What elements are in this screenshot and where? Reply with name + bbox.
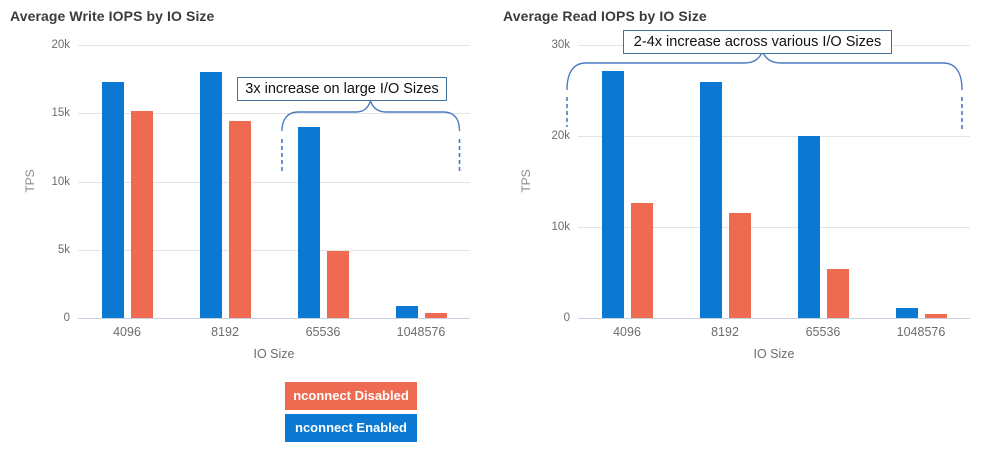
bar-nconnect-disabled-4096[interactable]	[631, 203, 653, 318]
legend: nconnect Disabled nconnect Enabled	[285, 382, 417, 446]
x-axis-baseline	[78, 318, 470, 319]
bar-nconnect-disabled-1048576[interactable]	[425, 313, 447, 318]
y-tick-label: 20k	[551, 130, 570, 142]
y-tick-label: 30k	[551, 39, 570, 51]
bar-nconnect-enabled-1048576[interactable]	[896, 308, 918, 318]
x-tick-label: 65536	[805, 325, 841, 339]
x-tick-label: 4096	[113, 325, 141, 339]
y-axis-title: TPS	[519, 169, 533, 193]
x-axis-baseline	[578, 318, 970, 319]
x-tick-label: 65536	[305, 325, 341, 339]
plot-area-read: 0 10k 20k 30k 4096 8192 65536 1048576	[551, 39, 970, 339]
bar-nconnect-enabled-8192[interactable]	[700, 82, 722, 318]
gridline	[78, 249, 470, 251]
bar-nconnect-disabled-65536[interactable]	[827, 269, 849, 318]
y-tick-label: 20k	[51, 39, 70, 51]
bar-nconnect-disabled-8192[interactable]	[229, 121, 251, 318]
legend-item-nconnect-disabled[interactable]: nconnect Disabled	[285, 382, 417, 410]
bar-nconnect-enabled-8192[interactable]	[200, 72, 222, 318]
x-tick-label: 1048576	[896, 325, 946, 339]
x-axis-title: IO Size	[253, 347, 295, 361]
write-iops-chart: Average Write IOPS by IO Size TPS 0 5k 10k…	[10, 8, 470, 446]
y-tick-label: 15k	[51, 107, 70, 120]
annotation-callout-read: 2-4x increase across various I/O Sizes	[623, 30, 892, 54]
gridline	[578, 227, 970, 228]
y-tick-label: 10k	[551, 221, 570, 233]
x-axis-title: IO Size	[753, 347, 795, 361]
legend-item-nconnect-enabled[interactable]: nconnect Enabled	[285, 414, 417, 442]
x-tick-label: 1048576	[396, 325, 446, 339]
y-tick-label: 5k	[57, 243, 70, 256]
bar-nconnect-enabled-4096[interactable]	[602, 71, 624, 318]
annotation-callout-write: 3x increase on large I/O Sizes	[237, 77, 447, 101]
gridline	[78, 45, 470, 46]
read-iops-chart: Average Read IOPS by IO Size TPS 0 10k 20k…	[493, 0, 986, 455]
gridline	[578, 136, 970, 137]
x-tick-label: 8192	[211, 325, 239, 339]
bar-nconnect-disabled-65536[interactable]	[327, 251, 349, 318]
y-tick-label: 0	[63, 312, 70, 324]
chart-title-write: Average Write IOPS by IO Size	[10, 8, 215, 24]
bar-nconnect-enabled-4096[interactable]	[102, 82, 124, 318]
y-tick-label: 0	[563, 312, 570, 324]
bar-nconnect-disabled-4096[interactable]	[131, 111, 153, 318]
bar-nconnect-enabled-65536[interactable]	[798, 136, 820, 318]
bar-nconnect-disabled-8192[interactable]	[729, 213, 751, 318]
plot-area-write: 0 5k 10k 15k 20k 4096 8192 65536 1048576	[51, 39, 470, 339]
bar-nconnect-disabled-1048576[interactable]	[925, 314, 947, 318]
x-tick-label: 4096	[613, 325, 641, 339]
gridline	[78, 113, 470, 115]
bar-nconnect-enabled-1048576[interactable]	[396, 306, 418, 318]
x-tick-label: 8192	[711, 325, 739, 339]
bar-nconnect-enabled-65536[interactable]	[298, 127, 320, 318]
gridline	[78, 181, 470, 183]
y-tick-label: 10k	[51, 175, 70, 188]
chart-title-read: Average Read IOPS by IO Size	[503, 8, 707, 24]
